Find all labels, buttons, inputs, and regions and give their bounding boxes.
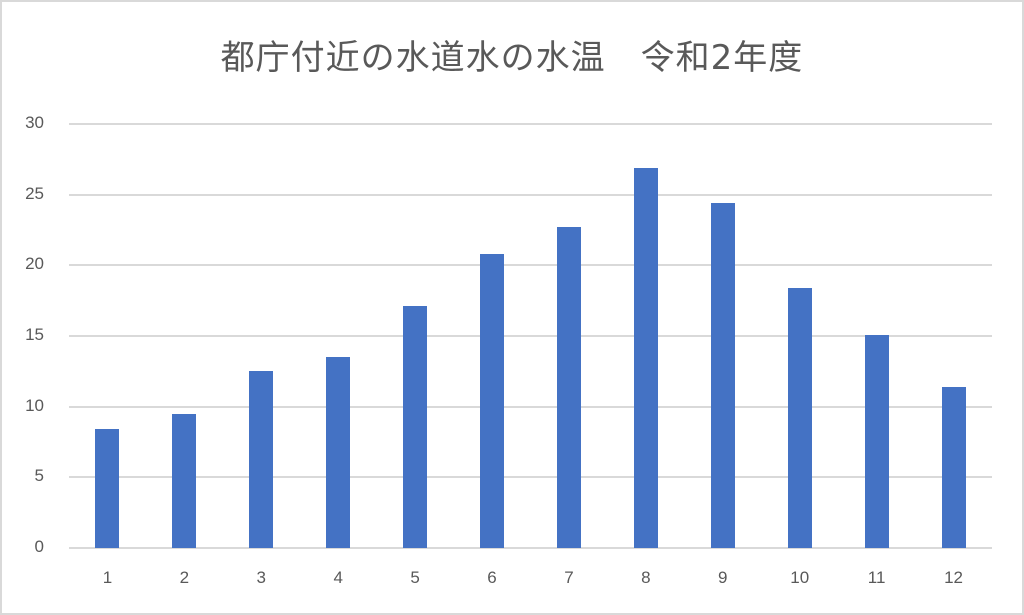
x-tick-label: 9 bbox=[718, 568, 728, 587]
bar-month-11 bbox=[864, 334, 889, 548]
y-tick-label: 0 bbox=[34, 537, 44, 556]
x-tick-label: 12 bbox=[944, 568, 963, 587]
bar-month-2 bbox=[172, 413, 197, 548]
gridline bbox=[69, 405, 992, 408]
y-tick-label: 25 bbox=[25, 183, 44, 203]
gridline bbox=[69, 193, 992, 196]
bar-month-4 bbox=[326, 357, 351, 548]
bar-month-9 bbox=[710, 203, 735, 548]
bar-month-8 bbox=[633, 167, 658, 548]
gridline bbox=[69, 547, 992, 549]
x-tick-label: 7 bbox=[564, 568, 574, 587]
bar-month-3 bbox=[249, 371, 274, 548]
y-tick-label: 15 bbox=[25, 325, 44, 344]
gridline bbox=[69, 476, 992, 479]
chart-title: 都庁付近の水道水の水温 令和2年度 bbox=[220, 38, 804, 78]
x-tick-label: 10 bbox=[790, 568, 810, 587]
gridline bbox=[69, 123, 992, 125]
bar-month-7 bbox=[556, 227, 581, 548]
x-tick-label: 4 bbox=[333, 568, 343, 587]
gridline bbox=[69, 264, 992, 267]
x-tick-label: 1 bbox=[102, 568, 113, 587]
bar-month-1 bbox=[95, 429, 120, 548]
y-tick-label: 30 bbox=[25, 113, 44, 132]
bar-month-6 bbox=[480, 254, 505, 548]
x-tick-label: 2 bbox=[179, 568, 190, 587]
bar-month-10 bbox=[787, 287, 812, 548]
gridline bbox=[69, 335, 992, 337]
y-tick-label: 5 bbox=[34, 466, 44, 486]
bar-month-12 bbox=[941, 386, 966, 548]
y-tick-label: 20 bbox=[25, 254, 44, 274]
bar-month-5 bbox=[403, 306, 428, 548]
x-tick-label: 8 bbox=[641, 568, 651, 587]
x-tick-label: 5 bbox=[410, 568, 420, 587]
x-tick-label: 3 bbox=[256, 568, 267, 587]
y-tick-label: 10 bbox=[25, 395, 44, 415]
x-tick-label: 11 bbox=[867, 568, 886, 587]
x-tick-label: 6 bbox=[487, 568, 497, 587]
